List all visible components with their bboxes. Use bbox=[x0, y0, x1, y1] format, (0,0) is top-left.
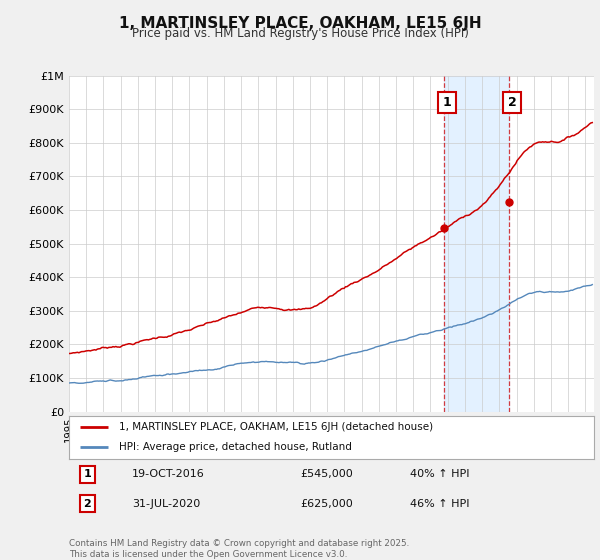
Text: 31-JUL-2020: 31-JUL-2020 bbox=[132, 499, 200, 509]
Text: Price paid vs. HM Land Registry's House Price Index (HPI): Price paid vs. HM Land Registry's House … bbox=[131, 27, 469, 40]
Text: 40% ↑ HPI: 40% ↑ HPI bbox=[410, 469, 470, 479]
Text: 1: 1 bbox=[83, 469, 91, 479]
Text: 1: 1 bbox=[442, 96, 451, 109]
Bar bbox=[444, 76, 509, 412]
Text: HPI: Average price, detached house, Rutland: HPI: Average price, detached house, Rutl… bbox=[119, 442, 352, 452]
Text: 1, MARTINSLEY PLACE, OAKHAM, LE15 6JH: 1, MARTINSLEY PLACE, OAKHAM, LE15 6JH bbox=[119, 16, 481, 31]
Text: 46% ↑ HPI: 46% ↑ HPI bbox=[410, 499, 470, 509]
Text: 19-OCT-2016: 19-OCT-2016 bbox=[132, 469, 205, 479]
Text: 2: 2 bbox=[83, 499, 91, 509]
Text: 2: 2 bbox=[508, 96, 516, 109]
Text: £625,000: £625,000 bbox=[300, 499, 353, 509]
Text: 1, MARTINSLEY PLACE, OAKHAM, LE15 6JH (detached house): 1, MARTINSLEY PLACE, OAKHAM, LE15 6JH (d… bbox=[119, 422, 433, 432]
Text: £545,000: £545,000 bbox=[300, 469, 353, 479]
Text: Contains HM Land Registry data © Crown copyright and database right 2025.
This d: Contains HM Land Registry data © Crown c… bbox=[69, 539, 409, 559]
